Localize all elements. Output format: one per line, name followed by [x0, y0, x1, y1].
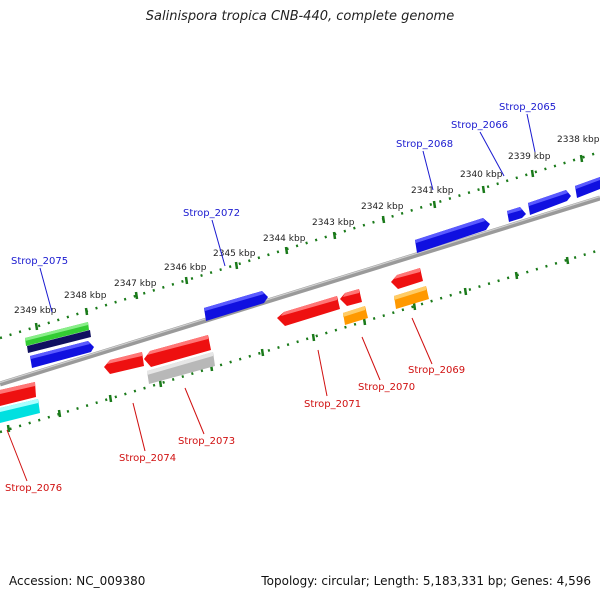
gene-label: Strop_2070 — [358, 382, 415, 393]
lower-scale-line — [0, 248, 600, 434]
gene-label: Strop_2069 — [408, 365, 465, 376]
gene-label: Strop_2068 — [396, 139, 453, 150]
gene-navy — [27, 330, 91, 353]
kbp-labels: 2349 kbp 2348 kbp 2347 kbp 2346 kbp 2345… — [14, 135, 600, 316]
kbp-label: 2348 kbp — [64, 291, 107, 301]
gene-label: Strop_2065 — [499, 102, 556, 113]
gene-label: Strop_2073 — [178, 436, 235, 447]
kbp-label: 2344 kbp — [263, 234, 306, 244]
gene-labels-bottom: Strop_2076 Strop_2074 Strop_2073 Strop_2… — [5, 365, 465, 494]
accession-text: Accession: NC_009380 — [9, 574, 146, 588]
genome-backbone — [0, 195, 600, 387]
map-title: Salinispora tropica CNB-440, complete ge… — [145, 9, 455, 24]
kbp-label: 2339 kbp — [508, 152, 551, 162]
gene-arrow — [528, 190, 571, 215]
kbp-label: 2349 kbp — [14, 306, 57, 316]
gene-cyan — [0, 399, 40, 423]
gene-labels-top: Strop_2075 Strop_2072 Strop_2068 Strop_2… — [11, 102, 556, 267]
kbp-label: 2342 kbp — [361, 202, 404, 212]
lower-major-ticks — [6, 256, 570, 433]
upper-major-ticks — [34, 154, 584, 331]
forward-genes — [25, 177, 600, 368]
genome-summary: Topology: circular; Length: 5,183,331 bp… — [261, 574, 591, 588]
gene-arrow — [415, 218, 490, 253]
gene-label: Strop_2075 — [11, 256, 68, 267]
gene-label: Strop_2066 — [451, 120, 508, 131]
gene-arrow — [30, 341, 94, 368]
kbp-label: 2338 kbp — [557, 135, 600, 145]
kbp-label: 2341 kbp — [411, 186, 454, 196]
kbp-label: 2345 kbp — [213, 249, 256, 259]
gene-label: Strop_2076 — [5, 483, 62, 494]
gene-red — [144, 335, 211, 367]
label-leaders — [6, 113, 536, 482]
gene-label: Strop_2071 — [304, 399, 361, 410]
kbp-label: 2347 kbp — [114, 279, 157, 289]
gene-arrow — [204, 291, 268, 321]
kbp-label: 2340 kbp — [460, 170, 503, 180]
gene-label: Strop_2074 — [119, 453, 176, 464]
kbp-label: 2343 kbp — [312, 218, 355, 228]
reverse-genes — [0, 268, 429, 423]
gene-label: Strop_2072 — [183, 208, 240, 219]
kbp-label: 2346 kbp — [164, 263, 207, 273]
